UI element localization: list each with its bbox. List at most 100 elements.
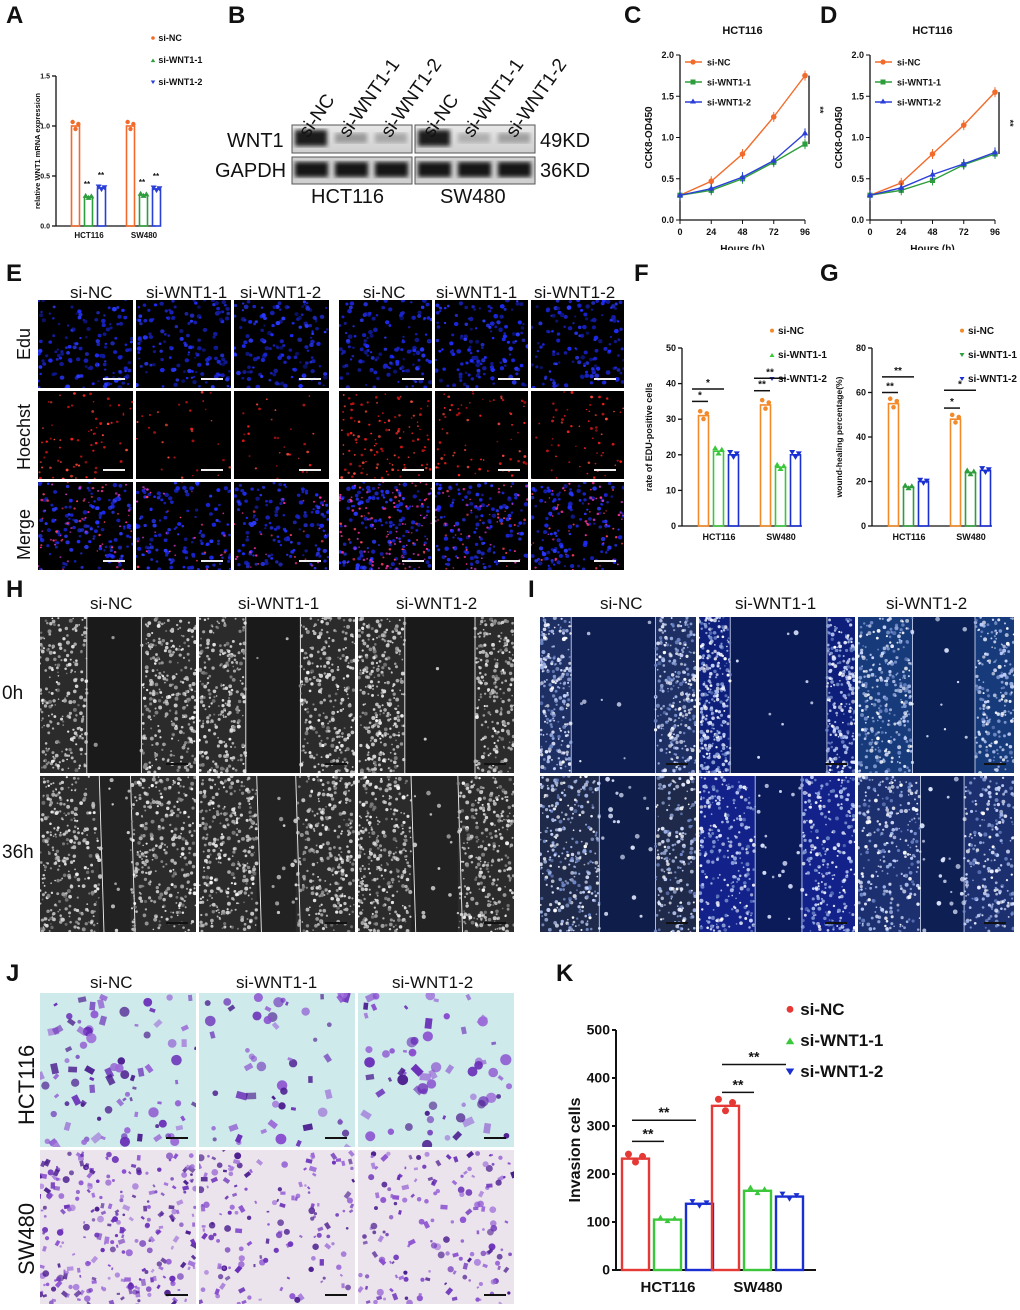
scale-bar bbox=[594, 469, 616, 471]
bar bbox=[697, 414, 710, 527]
data-point bbox=[125, 119, 130, 125]
bar bbox=[712, 450, 725, 527]
i-col-label-si-nc: si-NC bbox=[600, 594, 643, 613]
i-col-label-si-wnt1-1: si-WNT1-1 bbox=[735, 594, 817, 613]
data-point bbox=[153, 188, 160, 194]
legend-marker bbox=[769, 353, 775, 357]
data-point bbox=[754, 1190, 761, 1196]
scale-bar bbox=[825, 922, 847, 924]
e-col-label-si-wnt1-1-2: si-WNT1-1 bbox=[436, 283, 518, 302]
significance-label: * bbox=[950, 397, 954, 408]
wound-healing-blue-grid bbox=[540, 617, 1014, 933]
scale-bar bbox=[484, 1137, 506, 1139]
data-point bbox=[156, 186, 163, 192]
chart-a-wnt1-mrna: 0.0 0.5 1.0 1.5 relative WNT1 mRNA expressio… bbox=[33, 33, 202, 240]
h-col-label-si-wnt1-2: si-WNT1-2 bbox=[396, 594, 478, 613]
data-point bbox=[722, 1107, 729, 1115]
legend-label: si-WNT1-2 bbox=[800, 1062, 883, 1081]
bar bbox=[789, 454, 802, 527]
x-tick-label: 24 bbox=[706, 227, 716, 237]
edu-image-hoechst bbox=[136, 391, 231, 479]
data-point bbox=[664, 1218, 671, 1224]
wound-blue-image-0h bbox=[858, 617, 1014, 773]
y-tick-label: 400 bbox=[587, 1070, 611, 1086]
edu-image-merge bbox=[136, 482, 231, 570]
e-row-label-merge: Merge bbox=[14, 508, 34, 560]
scale-bar bbox=[325, 922, 347, 924]
data-point bbox=[140, 192, 147, 198]
y-tick-label: 20 bbox=[856, 477, 866, 487]
chart-f-edu-rate: 0 10 20 30 40 50 rate of EDU-positive cells HCT… bbox=[644, 326, 827, 542]
data-point bbox=[982, 470, 989, 476]
legend-marker bbox=[690, 98, 696, 104]
data-point bbox=[632, 1158, 639, 1166]
chart-c-cck8-hct116: HCT116 0.0 0.5 1.0 1.5 2.0 0 24 48 72 96 Hours (h) C… bbox=[644, 25, 825, 250]
data-point bbox=[953, 420, 958, 425]
legend-marker bbox=[959, 353, 965, 357]
scale-bar bbox=[166, 763, 188, 765]
y-tick-label: 60 bbox=[856, 388, 866, 398]
y-axis-label: rate of EDU-positive cells bbox=[644, 383, 654, 492]
data-point bbox=[676, 191, 684, 198]
significance-label: ** bbox=[758, 380, 766, 391]
panel-letter-f: F bbox=[634, 260, 649, 287]
invasion-image-sw480 bbox=[199, 1150, 355, 1304]
scale-bar bbox=[103, 469, 125, 471]
scale-bar bbox=[201, 469, 223, 471]
data-point bbox=[763, 406, 768, 411]
scale-bar bbox=[325, 763, 347, 765]
panel-letter-g: G bbox=[820, 260, 839, 287]
data-point bbox=[730, 454, 737, 460]
edu-image-edu bbox=[339, 300, 432, 388]
legend-label: si-WNT1-1 bbox=[158, 55, 202, 65]
data-point bbox=[985, 467, 992, 473]
scale-bar bbox=[166, 922, 188, 924]
data-point bbox=[960, 122, 967, 128]
scale-bar bbox=[166, 1137, 188, 1139]
j-row-label-hct116: HCT116 bbox=[14, 1044, 39, 1125]
chart-k-invasion: 0 100 200 300 400 500 Invasion cells HCT116 SW48… bbox=[567, 1000, 883, 1296]
h-row-label-36h: 36h bbox=[2, 842, 34, 863]
data-point bbox=[708, 185, 715, 191]
x-category-label: SW480 bbox=[131, 231, 158, 240]
x-category-label: HCT116 bbox=[74, 231, 104, 240]
data-point bbox=[85, 194, 92, 200]
scale-bar bbox=[498, 560, 520, 562]
h-col-label-si-nc: si-NC bbox=[90, 594, 133, 613]
legend-marker bbox=[150, 58, 156, 63]
data-point bbox=[979, 466, 986, 472]
invasion-image-sw480 bbox=[40, 1150, 196, 1304]
significance-label: ** bbox=[84, 180, 91, 189]
data-point bbox=[76, 121, 81, 127]
data-point bbox=[739, 151, 746, 157]
legend-label: si-NC bbox=[158, 33, 182, 43]
bar bbox=[125, 125, 136, 227]
wound-blue-image-36h bbox=[858, 776, 1014, 932]
scale-bar bbox=[299, 378, 321, 380]
data-point bbox=[689, 1199, 696, 1205]
wound-image-36h bbox=[358, 776, 514, 932]
significance-label: ** bbox=[749, 1049, 760, 1065]
y-tick-label: 0 bbox=[602, 1262, 610, 1278]
bar bbox=[83, 196, 94, 227]
scale-bar bbox=[984, 763, 1006, 765]
scale-bar bbox=[402, 560, 424, 562]
y-tick-label: 0.0 bbox=[851, 215, 864, 225]
x-tick-label: 0 bbox=[867, 227, 872, 237]
data-point bbox=[891, 404, 896, 410]
y-tick-label: 0.5 bbox=[851, 174, 864, 184]
scale-bar bbox=[325, 1137, 347, 1139]
panel-letter-j: J bbox=[6, 960, 20, 987]
y-tick-label: 200 bbox=[587, 1166, 611, 1182]
y-tick-label: 1.0 bbox=[661, 133, 674, 143]
y-tick-label: 40 bbox=[856, 432, 866, 442]
data-point bbox=[905, 485, 912, 491]
bar bbox=[964, 471, 977, 527]
e-col-label-si-nc-1: si-NC bbox=[70, 283, 113, 302]
data-point bbox=[712, 445, 719, 451]
y-tick-label: 100 bbox=[587, 1214, 611, 1230]
wound-image-0h bbox=[40, 617, 196, 773]
data-point bbox=[992, 89, 998, 95]
bar bbox=[684, 1202, 715, 1272]
e-col-label-si-wnt1-1-1: si-WNT1-1 bbox=[146, 283, 228, 302]
